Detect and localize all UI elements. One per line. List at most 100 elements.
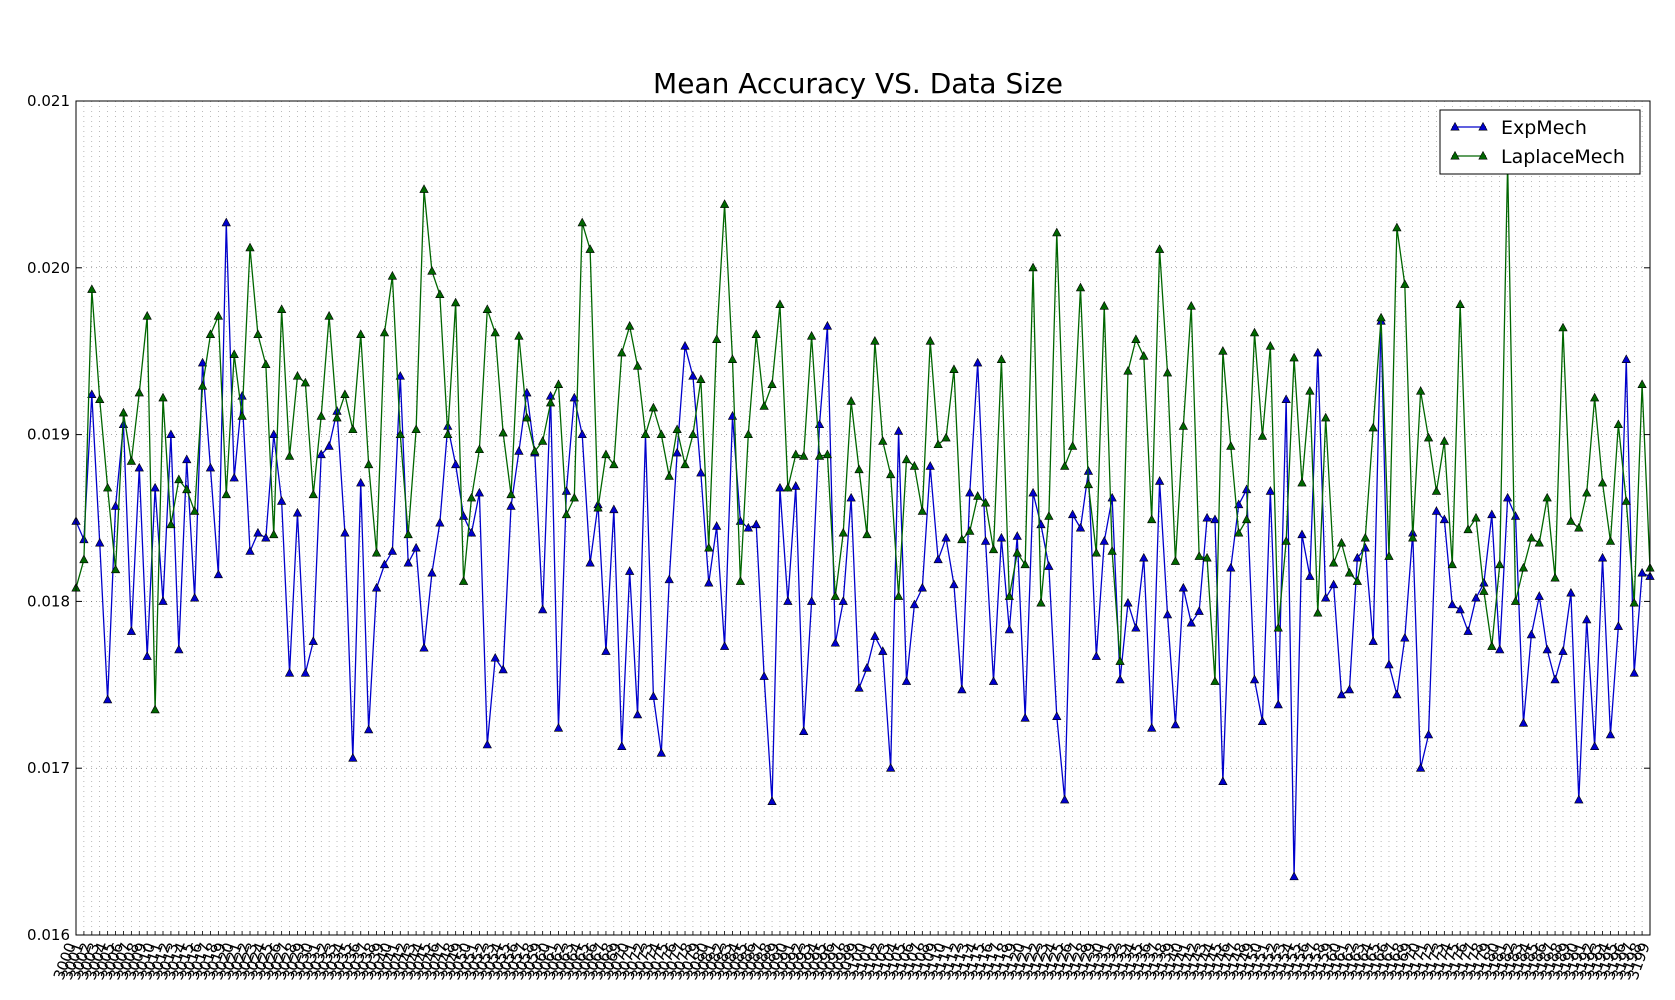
data-point-laplacemech bbox=[625, 321, 635, 330]
data-point-laplacemech bbox=[1218, 346, 1228, 355]
data-point-expmech bbox=[300, 667, 311, 677]
data-point-laplacemech bbox=[609, 459, 619, 469]
data-point-laplacemech bbox=[316, 411, 326, 420]
chart-title: Mean Accuracy VS. Data Size bbox=[653, 67, 1063, 100]
data-point-expmech bbox=[893, 426, 904, 435]
data-point-laplacemech bbox=[197, 381, 208, 390]
data-point-expmech bbox=[308, 636, 318, 645]
data-point-laplacemech bbox=[1439, 436, 1449, 445]
data-point-laplacemech bbox=[1542, 492, 1552, 502]
data-point-expmech bbox=[656, 748, 666, 757]
data-point-laplacemech bbox=[1147, 514, 1157, 524]
data-point-expmech bbox=[134, 462, 144, 472]
data-point-laplacemech bbox=[166, 519, 176, 529]
data-point-expmech bbox=[1589, 741, 1600, 750]
data-point-expmech bbox=[973, 357, 983, 367]
data-point-laplacemech bbox=[506, 489, 516, 499]
y-tick-label: 0.021 bbox=[27, 92, 70, 110]
data-point-laplacemech bbox=[1202, 552, 1212, 562]
data-point-expmech bbox=[474, 487, 485, 497]
data-point-laplacemech bbox=[466, 492, 477, 502]
data-point-expmech bbox=[988, 676, 999, 685]
data-point-expmech bbox=[1226, 562, 1236, 572]
series-line-laplacemech bbox=[75, 162, 1651, 710]
data-point-expmech bbox=[806, 596, 817, 605]
data-point-laplacemech bbox=[514, 331, 524, 340]
data-point-laplacemech bbox=[1257, 431, 1268, 440]
data-point-laplacemech bbox=[767, 379, 777, 389]
data-point-laplacemech bbox=[1321, 412, 1331, 422]
data-point-expmech bbox=[1439, 514, 1449, 524]
data-point-expmech bbox=[625, 566, 635, 575]
data-point-expmech bbox=[166, 429, 176, 439]
data-point-expmech bbox=[1352, 552, 1362, 562]
data-point-expmech bbox=[1091, 651, 1101, 660]
data-point-expmech bbox=[174, 644, 184, 654]
data-point-laplacemech bbox=[1313, 607, 1323, 617]
data-point-expmech bbox=[1020, 713, 1030, 722]
data-point-laplacemech bbox=[482, 304, 492, 313]
data-point-laplacemech bbox=[221, 489, 231, 499]
data-point-laplacemech bbox=[1510, 596, 1521, 605]
data-point-laplacemech bbox=[632, 361, 643, 370]
data-point-expmech bbox=[292, 507, 303, 517]
y-tick-label: 0.019 bbox=[27, 426, 70, 444]
data-point-laplacemech bbox=[95, 394, 105, 404]
data-point-laplacemech bbox=[174, 474, 184, 484]
legend-box bbox=[1439, 109, 1641, 175]
data-point-laplacemech bbox=[229, 349, 239, 358]
data-point-expmech bbox=[751, 519, 761, 529]
data-point-laplacemech bbox=[1004, 591, 1014, 600]
data-point-laplacemech bbox=[1273, 622, 1283, 632]
legend-label-laplacemech: LaplaceMech bbox=[1501, 146, 1625, 168]
data-point-expmech bbox=[277, 496, 287, 505]
y-tick-label: 0.017 bbox=[27, 759, 70, 777]
data-point-expmech bbox=[1431, 506, 1442, 515]
data-point-expmech bbox=[1044, 561, 1054, 570]
data-point-laplacemech bbox=[561, 509, 572, 519]
data-point-laplacemech bbox=[1328, 557, 1339, 567]
data-point-expmech bbox=[933, 554, 943, 564]
data-point-laplacemech bbox=[1344, 567, 1355, 577]
data-point-expmech bbox=[1075, 522, 1086, 532]
data-point-expmech bbox=[1265, 486, 1275, 495]
data-point-expmech bbox=[1415, 763, 1426, 772]
data-point-expmech bbox=[870, 631, 880, 640]
data-point-expmech bbox=[980, 536, 991, 545]
data-point-expmech bbox=[680, 341, 690, 350]
data-point-expmech bbox=[1542, 644, 1552, 654]
data-point-expmech bbox=[854, 683, 864, 692]
data-point-laplacemech bbox=[680, 459, 690, 469]
data-point-laplacemech bbox=[585, 244, 595, 253]
data-point-laplacemech bbox=[530, 446, 540, 455]
data-point-expmech bbox=[1186, 617, 1196, 627]
data-point-expmech bbox=[1297, 529, 1307, 539]
data-point-expmech bbox=[632, 709, 643, 719]
data-point-laplacemech bbox=[189, 506, 200, 515]
data-point-laplacemech bbox=[1178, 421, 1188, 430]
data-point-laplacemech bbox=[862, 529, 872, 539]
data-point-laplacemech bbox=[150, 704, 160, 714]
data-point-laplacemech bbox=[696, 374, 706, 384]
data-point-expmech bbox=[1241, 484, 1252, 494]
y-tick-label: 0.020 bbox=[27, 259, 70, 277]
data-point-expmech bbox=[490, 652, 500, 662]
data-point-expmech bbox=[419, 642, 429, 652]
data-point-laplacemech bbox=[292, 371, 303, 380]
data-point-expmech bbox=[348, 753, 358, 762]
data-point-expmech bbox=[197, 357, 208, 367]
data-point-laplacemech bbox=[656, 429, 666, 439]
data-point-expmech bbox=[221, 217, 231, 227]
data-point-expmech bbox=[1218, 776, 1228, 785]
legend-marker bbox=[1450, 150, 1460, 160]
data-point-expmech bbox=[791, 481, 801, 490]
data-point-laplacemech bbox=[1139, 351, 1149, 360]
data-point-expmech bbox=[1154, 476, 1165, 485]
data-point-expmech bbox=[1036, 519, 1046, 529]
data-point-expmech bbox=[1637, 567, 1647, 577]
data-point-laplacemech bbox=[1518, 562, 1529, 572]
data-point-laplacemech bbox=[134, 387, 144, 397]
data-point-expmech bbox=[878, 646, 888, 655]
data-point-expmech bbox=[245, 546, 255, 555]
data-point-laplacemech bbox=[1408, 532, 1418, 542]
